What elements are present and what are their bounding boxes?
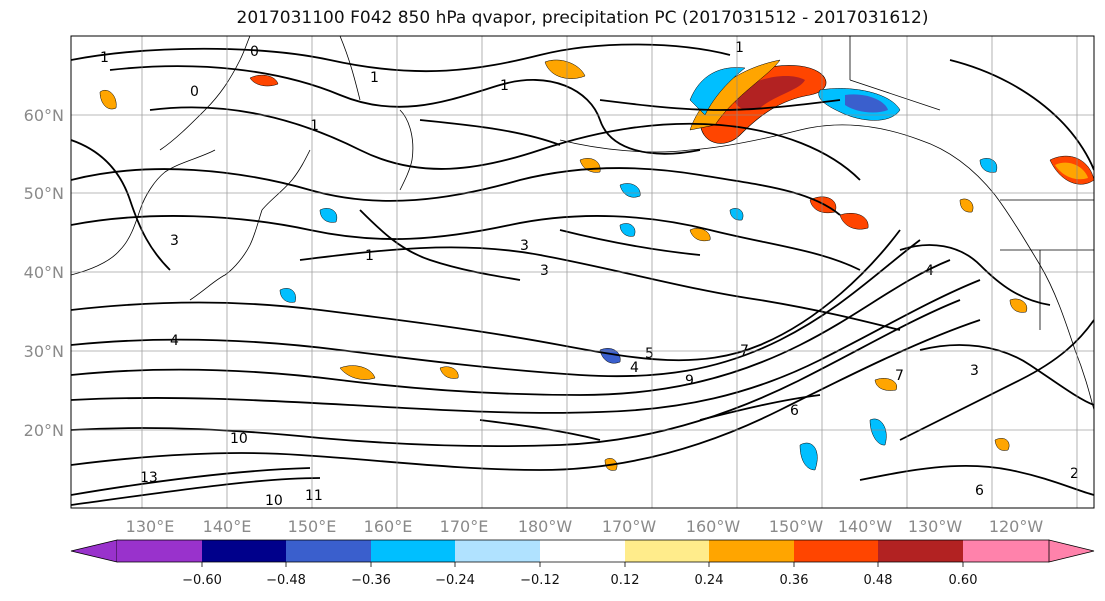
- colorbar-segment: [371, 540, 455, 562]
- contour-label: 0: [250, 44, 259, 60]
- contour-label: 9: [685, 373, 694, 389]
- colorbar-segment: [963, 540, 1049, 562]
- lat-label: 50°N: [24, 184, 64, 203]
- colorbar-segment: [117, 540, 202, 562]
- colorbar-ticks: [201, 562, 964, 567]
- lon-label: 150°E: [288, 517, 337, 536]
- contour-label: 13: [140, 470, 158, 486]
- contour-label: 4: [630, 360, 639, 376]
- contour-label: 3: [540, 263, 549, 279]
- precipitation-shading: [99, 59, 1094, 471]
- colorbar-segment: [202, 540, 286, 562]
- contour-label: 10: [265, 493, 283, 509]
- colorbar-segment: [286, 540, 371, 562]
- colorbar: −0.60 −0.48 −0.36 −0.24 −0.12 0.12 0.24 …: [70, 539, 1095, 588]
- colorbar-tick-label: −0.36: [351, 573, 391, 588]
- lat-label: 20°N: [24, 421, 64, 440]
- contour-label: 3: [970, 363, 979, 379]
- lon-label: 140°E: [203, 517, 252, 536]
- lon-label: 170°W: [602, 517, 657, 536]
- lon-label: 130°E: [126, 517, 175, 536]
- humidity-contours: [71, 43, 1094, 506]
- colorbar-tick-label: 0.48: [864, 573, 893, 588]
- colorbar-tick-label: −0.24: [435, 573, 475, 588]
- colorbar-tick-label: 0.24: [695, 573, 724, 588]
- lon-label: 170°E: [440, 517, 489, 536]
- lat-label: 30°N: [24, 342, 64, 361]
- colorbar-tick-label: −0.60: [182, 573, 222, 588]
- contour-label: 1: [310, 118, 319, 134]
- lon-label: 160°W: [686, 517, 741, 536]
- lat-label: 40°N: [24, 263, 64, 282]
- contour-label: 3: [170, 233, 179, 249]
- map-plot-area: 1 1 1 0 1 1 0 1 3 3 3 4 5 4 6 7 9 10 10 …: [71, 36, 1094, 509]
- contour-label: 3: [520, 238, 529, 254]
- lon-label: 160°E: [364, 517, 413, 536]
- colorbar-tick-label: 0.60: [949, 573, 978, 588]
- colorbar-segment: [455, 540, 540, 562]
- contour-label: 4: [925, 263, 934, 279]
- longitude-labels: 130°E 140°E 150°E 160°E 170°E 180°W 170°…: [126, 517, 1044, 536]
- contour-label: 6: [790, 403, 799, 419]
- latitude-labels: 60°N 50°N 40°N 30°N 20°N: [24, 106, 64, 440]
- contour-label: 10: [230, 431, 248, 447]
- colorbar-under-arrow: [70, 539, 118, 563]
- colorbar-segment: [878, 540, 963, 562]
- contour-label: 7: [895, 368, 904, 384]
- contour-label: 11: [305, 488, 323, 504]
- colorbar-segment: [709, 540, 794, 562]
- contour-label: 1: [500, 78, 509, 94]
- lon-label: 180°W: [518, 517, 573, 536]
- contour-label: 0: [190, 84, 199, 100]
- colorbar-tick-label: 0.36: [780, 573, 809, 588]
- contour-labels: 1 1 1 0 1 1 0 1 3 3 3 4 5 4 6 7 9 10 10 …: [100, 40, 1079, 509]
- graticule: [71, 36, 1094, 508]
- lon-label: 130°W: [908, 517, 963, 536]
- contour-label: 2: [1070, 466, 1079, 482]
- colorbar-tick-label: 0.12: [611, 573, 640, 588]
- contour-label: 1: [365, 248, 374, 264]
- contour-label: 4: [170, 333, 179, 349]
- contour-label: 1: [370, 70, 379, 86]
- colorbar-segment: [540, 540, 625, 562]
- plot-frame: [70, 35, 1095, 509]
- contour-label: 5: [645, 346, 654, 362]
- lat-label: 60°N: [24, 106, 64, 125]
- contour-label: 1: [100, 50, 109, 66]
- colorbar-tick-label: −0.48: [266, 573, 306, 588]
- lon-label: 150°W: [769, 517, 824, 536]
- map-title: 2017031100 F042 850 hPa qvapor, precipit…: [236, 8, 929, 28]
- colorbar-over-arrow: [1048, 539, 1095, 563]
- lon-label: 120°W: [989, 517, 1044, 536]
- colorbar-segment: [794, 540, 878, 562]
- colorbar-tick-label: −0.12: [520, 573, 560, 588]
- colorbar-segment: [625, 540, 709, 562]
- contour-label: 6: [975, 483, 984, 499]
- contour-label: 1: [735, 40, 744, 56]
- lon-label: 140°W: [838, 517, 893, 536]
